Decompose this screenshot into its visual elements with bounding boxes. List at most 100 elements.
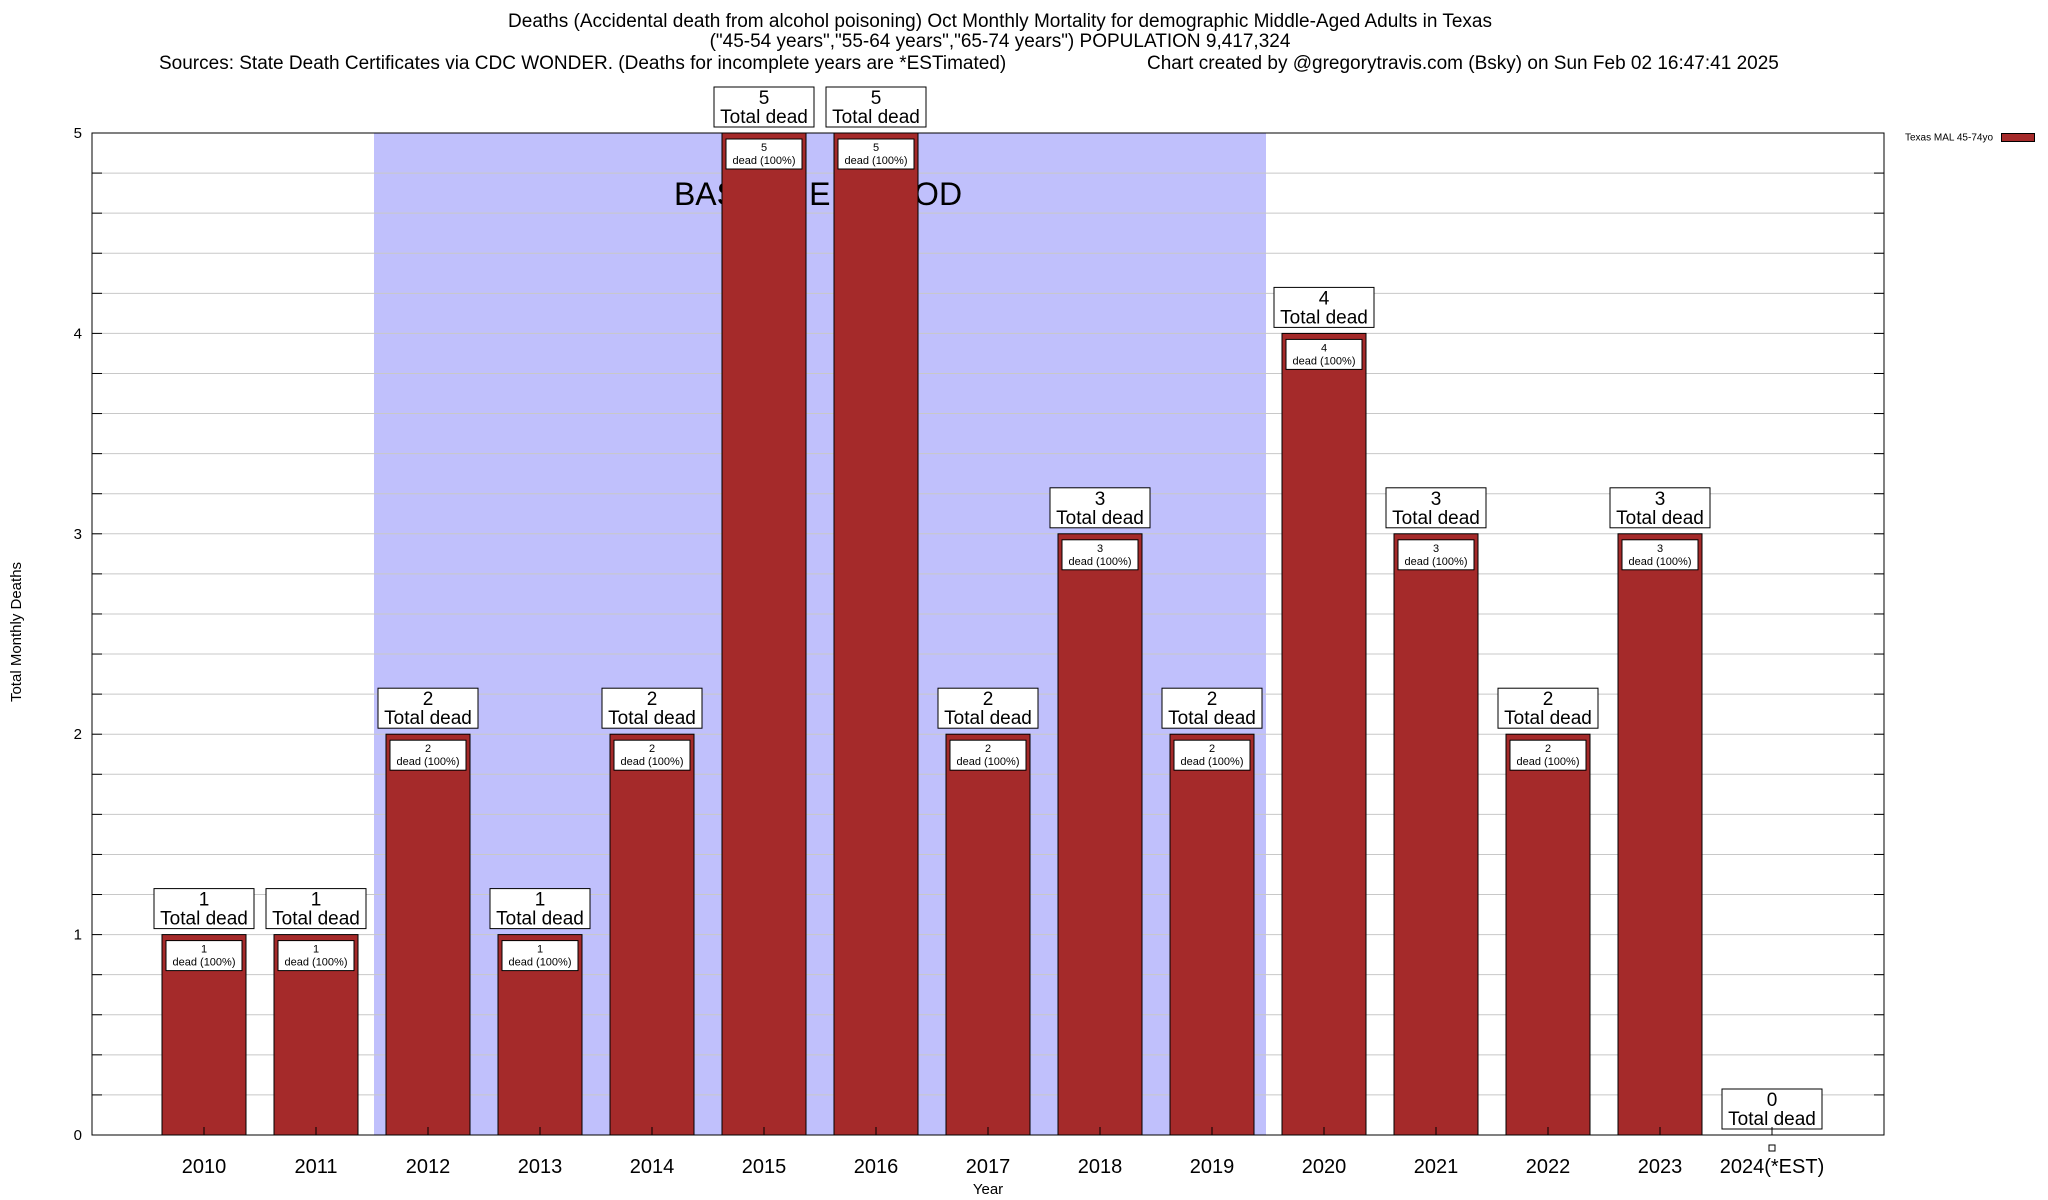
total-label-text: Total dead [720, 107, 808, 128]
bar-inner-label-count: 4 [1321, 342, 1327, 354]
total-label-count: 2 [647, 689, 658, 710]
total-label-text: Total dead [384, 708, 472, 729]
bar-inner-label-text: dead (100%) [1517, 756, 1580, 768]
bar-inner-label-text: dead (100%) [509, 957, 572, 969]
plot-frame [91, 132, 1885, 1136]
bar-inner-label-text: dead (100%) [173, 957, 236, 969]
x-tick-label: 2017 [966, 1156, 1011, 1178]
bar-inner-label-count: 2 [425, 743, 431, 755]
y-axis-title: Total Monthly Deaths [8, 562, 25, 702]
total-label-text: Total dead [1280, 307, 1368, 328]
total-label-count: 4 [1319, 288, 1330, 309]
bar [1169, 733, 1255, 1136]
total-label-box [1273, 286, 1375, 328]
title-line-1: Deaths (Accidental death from alcohol po… [508, 11, 1492, 32]
legend: Texas MAL 45-74yo [1905, 129, 2036, 145]
total-label-count: 3 [1095, 489, 1106, 510]
bar-inner-label-text: dead (100%) [845, 155, 908, 167]
bar-inner-label-box [613, 739, 691, 771]
total-label-count: 0 [1767, 1090, 1778, 1111]
y-tick-label: 4 [74, 325, 82, 342]
total-label-text: Total dead [1616, 508, 1704, 529]
bar-inner-label-box [277, 940, 355, 972]
x-tick-label: 2018 [1078, 1156, 1123, 1178]
total-label-text: Total dead [496, 909, 584, 930]
x-tick-label: 2012 [406, 1156, 451, 1178]
title-line-2: ("45-54 years","55-64 years","65-74 year… [709, 31, 1291, 52]
bar-inner-label-text: dead (100%) [1293, 355, 1356, 367]
total-label-box [1161, 687, 1263, 729]
legend-swatch [2001, 133, 2036, 143]
bar [945, 733, 1031, 1136]
total-label-text: Total dead [832, 107, 920, 128]
bar-inner-label-count: 1 [313, 944, 319, 956]
legend-label: Texas MAL 45-74yo [1905, 132, 1994, 144]
bar-inner-label-count: 2 [985, 743, 991, 755]
bar-zero-marker [1768, 1144, 1776, 1152]
x-tick-label: 2021 [1414, 1156, 1459, 1178]
total-label-text: Total dead [272, 909, 360, 930]
bar-inner-label-box [165, 940, 243, 972]
total-label-text: Total dead [1056, 508, 1144, 529]
bar-inner-label-count: 3 [1657, 543, 1663, 555]
total-label-box [1721, 1088, 1823, 1130]
total-label-count: 1 [535, 890, 546, 911]
x-tick-label: 2015 [742, 1156, 787, 1178]
y-tick-label: 1 [74, 927, 82, 944]
bar-inner-label-count: 1 [201, 944, 207, 956]
bar-inner-label-count: 2 [1209, 743, 1215, 755]
x-axis-title: Year [973, 1181, 1003, 1198]
credit-row: Sources: State Death Certificates via CD… [0, 53, 2048, 75]
bar-inner-label-text: dead (100%) [1405, 556, 1468, 568]
total-label-box [1609, 487, 1711, 529]
y-tick-label: 3 [74, 526, 82, 543]
bar [1057, 533, 1143, 1136]
bar-inner-label-count: 3 [1433, 543, 1439, 555]
x-tick-label: 2010 [182, 1156, 227, 1178]
x-tick-label: 2020 [1302, 1156, 1347, 1178]
total-label-box [153, 888, 255, 930]
total-label-count: 2 [1207, 689, 1218, 710]
baseline-period-label: BASELINE PERIOD [674, 176, 962, 212]
bar-inner-label-box [949, 739, 1027, 771]
bar-inner-label-text: dead (100%) [1181, 756, 1244, 768]
sources-text: Sources: State Death Certificates via CD… [159, 53, 1007, 74]
total-label-box [1497, 687, 1599, 729]
total-label-count: 2 [1543, 689, 1554, 710]
bar [1393, 533, 1479, 1136]
bar-inner-label-box [1061, 539, 1139, 571]
bar-inner-label-box [1397, 539, 1475, 571]
x-tick-label: 2022 [1526, 1156, 1571, 1178]
x-tick-label: 2011 [294, 1156, 337, 1178]
bar-inner-label-count: 2 [1545, 743, 1551, 755]
bar [721, 132, 807, 1136]
bar-inner-label-count: 5 [873, 142, 879, 154]
bar-inner-label-box [837, 138, 915, 170]
total-label-text: Total dead [944, 708, 1032, 729]
total-label-text: Total dead [1504, 708, 1592, 729]
bar-inner-label-box [389, 739, 467, 771]
bar [1505, 733, 1591, 1136]
total-label-count: 2 [423, 689, 434, 710]
total-label-count: 1 [199, 890, 210, 911]
bar-inner-label-text: dead (100%) [957, 756, 1020, 768]
x-tick-label: 2023 [1638, 1156, 1683, 1178]
total-label-box [713, 86, 815, 128]
total-label-text: Total dead [1392, 508, 1480, 529]
y-tick-label: 2 [74, 726, 82, 743]
total-label-box [265, 888, 367, 930]
bar-inner-label-box [501, 940, 579, 972]
total-label-text: Total dead [1728, 1109, 1816, 1130]
bar [385, 733, 471, 1136]
bar-inner-label-box [1621, 539, 1699, 571]
total-label-count: 1 [311, 890, 322, 911]
bar-inner-label-box [1285, 338, 1363, 370]
total-label-box [601, 687, 703, 729]
bar-inner-label-box [1509, 739, 1587, 771]
bar [1617, 533, 1703, 1136]
total-label-count: 3 [1431, 489, 1442, 510]
total-label-text: Total dead [1168, 708, 1256, 729]
bar-inner-label-text: dead (100%) [733, 155, 796, 167]
bar-inner-label-box [725, 138, 803, 170]
